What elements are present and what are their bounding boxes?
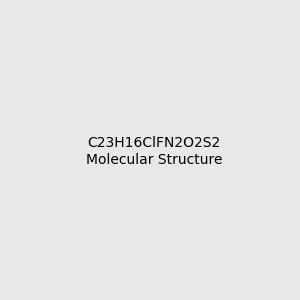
Text: C23H16ClFN2O2S2
Molecular Structure: C23H16ClFN2O2S2 Molecular Structure xyxy=(85,136,222,166)
